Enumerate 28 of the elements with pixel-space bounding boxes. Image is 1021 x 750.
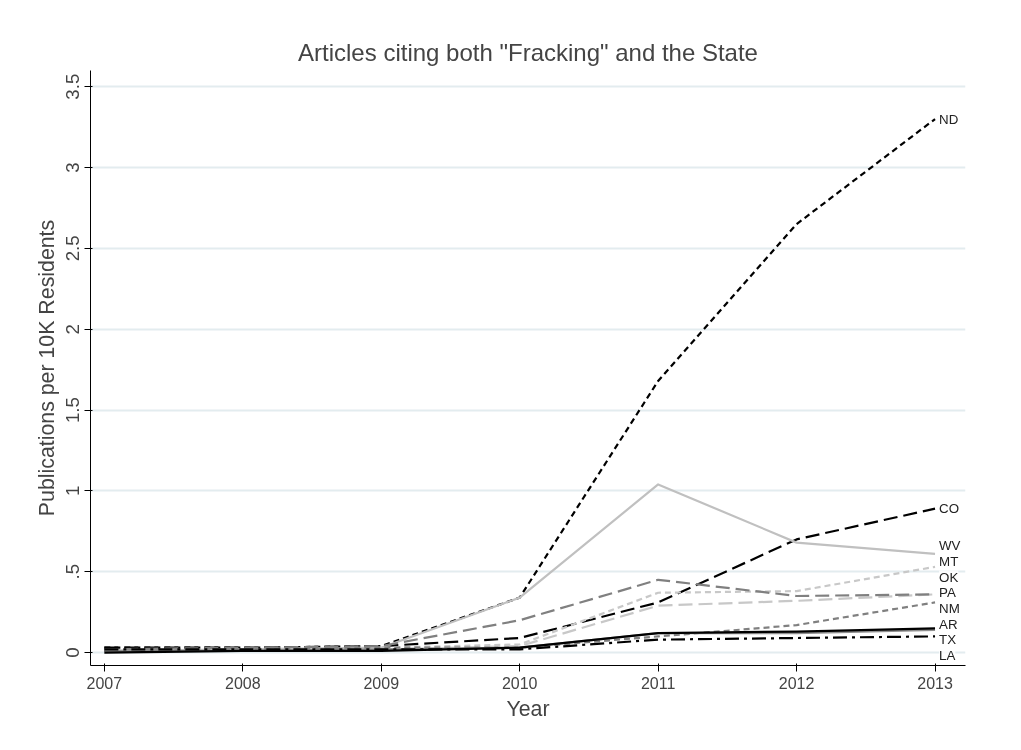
- series-label: AR: [939, 617, 958, 633]
- series-label: OK: [939, 570, 959, 586]
- x-tick-label: 2008: [225, 674, 261, 692]
- series-label: WV: [939, 538, 961, 554]
- series-label: PA: [939, 585, 956, 601]
- series-label: LA: [939, 647, 956, 663]
- x-tick-label: 2010: [501, 674, 538, 692]
- y-tick-label: 1: [62, 485, 84, 497]
- series-label: MT: [939, 554, 959, 570]
- x-tick-label: 2011: [640, 674, 676, 692]
- y-axis-title: Publications per 10K Residents: [34, 219, 59, 517]
- y-tick-label: 0: [62, 647, 84, 658]
- x-tick-label: 2009: [363, 674, 400, 692]
- chart-title: Articles citing both "Fracking" and the State: [298, 38, 758, 66]
- x-tick-label: 2012: [778, 674, 815, 692]
- y-tick-label: 1.5: [62, 397, 84, 424]
- series-label: ND: [939, 111, 959, 127]
- x-axis-title: Year: [506, 696, 550, 721]
- y-tick-label: 3: [62, 162, 84, 173]
- y-tick-label: .5: [62, 563, 84, 580]
- series-label: TX: [939, 632, 957, 648]
- y-tick-label: 2.5: [62, 235, 84, 262]
- y-tick-label: 3.5: [62, 73, 84, 100]
- y-tick-label: 2: [62, 323, 84, 335]
- x-tick-label: 2007: [86, 674, 123, 692]
- series-label: CO: [939, 501, 960, 517]
- x-tick-label: 2013: [917, 674, 953, 692]
- series-label: NM: [939, 600, 960, 616]
